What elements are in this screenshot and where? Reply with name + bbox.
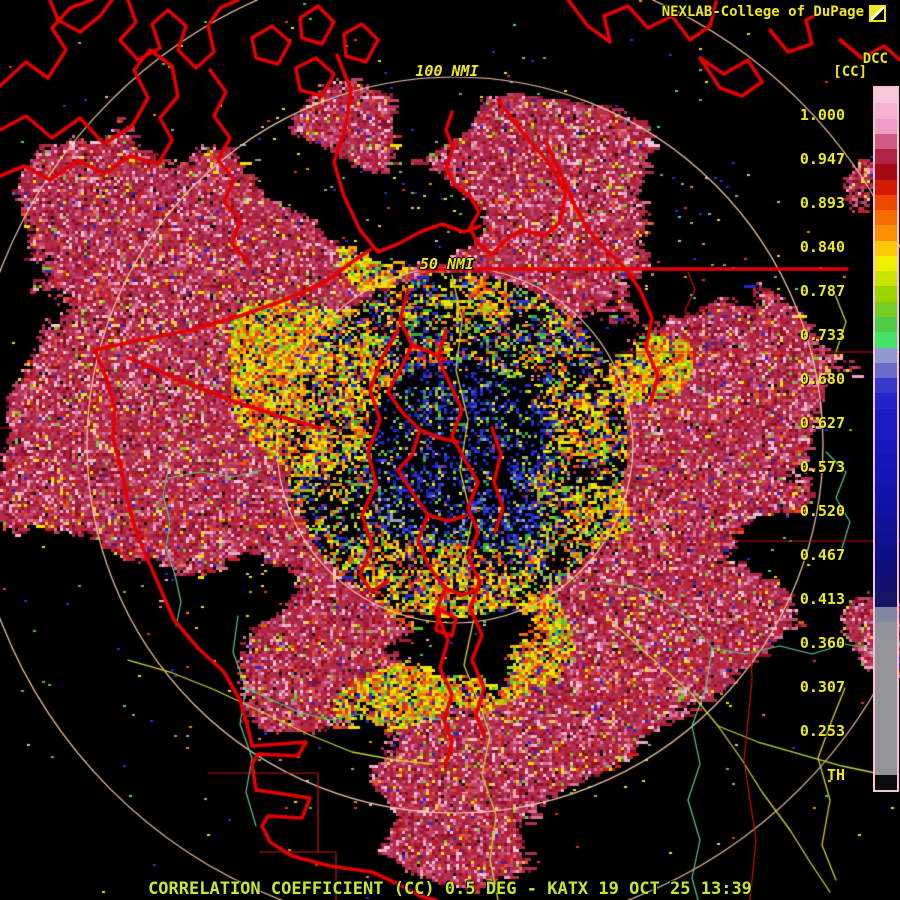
range-ring-label-50: 50 NMI (419, 255, 475, 273)
scale-tick-label: 0.520 (799, 502, 845, 520)
colorbar-segment (875, 362, 897, 379)
colorbar-segment (875, 622, 897, 638)
scale-tick-label: 1.000 (799, 106, 845, 124)
header-title: NEXLAB-College of DuPage (661, 4, 864, 20)
status-text: CORRELATION COEFFICIENT (CC) 0.5 DEG - K… (148, 879, 752, 899)
scale-tick-label: 0.680 (799, 370, 845, 388)
cod-logo-icon[interactable] (869, 5, 886, 22)
color-scale-bar (873, 86, 899, 792)
colorbar-segment (875, 561, 897, 577)
colorbar-segment (875, 439, 897, 455)
scale-tick-label: 0.360 (799, 634, 845, 652)
product-code-label: DCC (862, 51, 888, 67)
colorbar-segment (875, 515, 897, 531)
colorbar-segment (875, 271, 897, 287)
colorbar-segment (875, 637, 897, 653)
colorbar-segment (875, 179, 897, 195)
scale-tick-label: 0.413 (799, 590, 845, 608)
colorbar-segment (875, 607, 897, 623)
scale-tick-label: TH (826, 766, 845, 784)
colorbar-segment (875, 393, 897, 409)
colorbar-segment (875, 88, 897, 104)
scale-tick-label: 0.733 (799, 326, 845, 344)
colorbar-segment (875, 530, 897, 546)
colorbar-segment (875, 164, 897, 180)
colorbar-segment (875, 301, 897, 317)
scale-tick-label: 0.787 (799, 282, 845, 300)
colorbar-segment (875, 118, 897, 134)
colorbar-segment (875, 683, 897, 699)
colorbar-segment (875, 713, 897, 730)
colorbar-segment (875, 423, 897, 440)
colorbar-segment (875, 500, 897, 516)
scale-tick-label: 0.947 (799, 150, 845, 168)
colorbar-segment (875, 240, 897, 256)
colorbar-segment (875, 591, 897, 608)
scale-tick-label: 0.627 (799, 414, 845, 432)
colorbar-segment (875, 668, 897, 684)
colorbar-segment (875, 454, 897, 470)
colorbar-segment (875, 469, 897, 485)
colorbar-segment (875, 316, 897, 333)
scale-tick-label: 0.307 (799, 678, 845, 696)
product-units-label: [CC] (833, 64, 867, 80)
colorbar-segment (875, 194, 897, 211)
colorbar-segment (875, 149, 897, 165)
colorbar-segment (875, 103, 897, 119)
colorbar-segment (875, 484, 897, 501)
colorbar-segment (875, 378, 897, 394)
scale-tick-label: 0.467 (799, 546, 845, 564)
colorbar-segment (875, 408, 897, 424)
colorbar-segment (875, 759, 897, 775)
range-ring-label-100: 100 NMI (415, 62, 479, 80)
colorbar-segment (875, 545, 897, 562)
scale-tick-label: 0.840 (799, 238, 845, 256)
colorbar-segment (875, 652, 897, 669)
colorbar-segment (875, 210, 897, 226)
colorbar-segment (875, 255, 897, 272)
colorbar-segment (875, 744, 897, 760)
scale-tick-label: 0.573 (799, 458, 845, 476)
scale-tick-label: 0.893 (799, 194, 845, 212)
status-bar: CORRELATION COEFFICIENT (CC) 0.5 DEG - K… (0, 879, 900, 899)
colorbar-segment (875, 225, 897, 241)
colorbar-segment (875, 332, 897, 348)
colorbar-segment (875, 729, 897, 745)
colorbar-segment (875, 774, 897, 791)
colorbar-segment (875, 286, 897, 302)
colorbar-segment (875, 576, 897, 592)
colorbar-segment (875, 347, 897, 363)
colorbar-segment (875, 133, 897, 150)
colorbar-segment (875, 698, 897, 714)
scale-tick-label: 0.253 (799, 722, 845, 740)
